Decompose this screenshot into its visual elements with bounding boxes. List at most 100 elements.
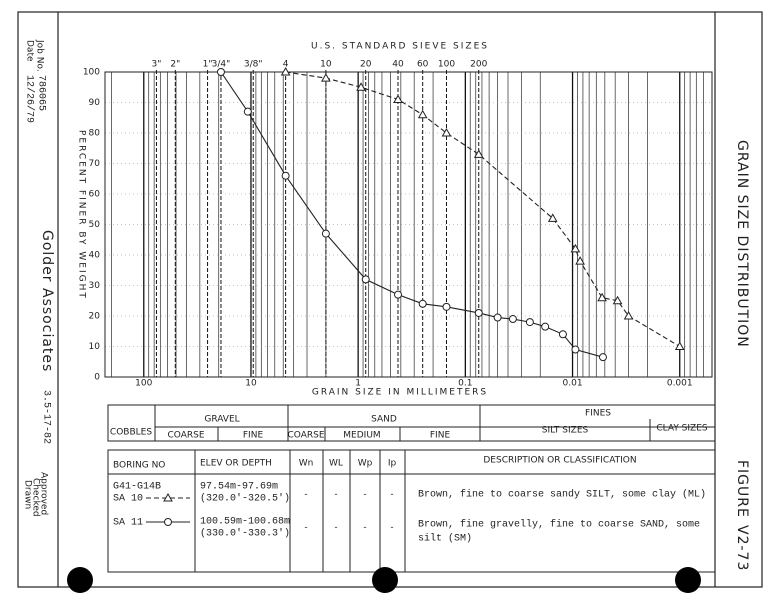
series-line — [220, 71, 604, 358]
cell: - — [363, 523, 366, 533]
marker — [598, 353, 607, 362]
x2-tick-label: 60 — [417, 60, 429, 70]
series-line — [285, 71, 681, 347]
cell: FINE — [430, 431, 451, 441]
marker — [571, 345, 580, 354]
date-label: Date — [25, 40, 35, 62]
job-no: 786065 — [35, 75, 46, 111]
legend-label: SA 10 — [113, 494, 143, 505]
marker — [280, 66, 291, 76]
x2-tick-label: 20 — [360, 60, 372, 70]
x2-tick-label: 3/8" — [244, 60, 263, 70]
cell: - — [304, 490, 307, 500]
y-tick-label: 0 — [94, 373, 100, 383]
punch-hole — [67, 567, 93, 593]
x2-tick-label: 200 — [470, 60, 487, 70]
marker — [674, 341, 685, 350]
x2-tick-label: 40 — [392, 60, 404, 70]
marker — [547, 213, 558, 222]
marker — [393, 290, 402, 299]
x-tick-label: 100 — [135, 379, 152, 389]
cell: COBBLES — [110, 428, 152, 438]
figure-no: V2-73 — [734, 525, 750, 571]
header-cell: Ip — [388, 459, 397, 469]
cell: - — [334, 490, 337, 500]
cell: COARSE — [287, 431, 324, 441]
boring-no: G41-G14B — [113, 482, 161, 493]
cell: FINES — [585, 409, 611, 419]
page-title: GRAIN SIZE DISTRIBUTION — [734, 140, 750, 348]
header-cell: Wn — [299, 459, 314, 469]
boring-table — [107, 449, 716, 573]
y-tick-label: 20 — [89, 312, 101, 322]
marker — [393, 94, 403, 103]
cell: COARSE — [167, 431, 204, 441]
x2-tick-label: 3/4" — [212, 60, 231, 70]
marker — [417, 109, 428, 119]
x2-tick-label: 1" — [203, 60, 213, 70]
marker — [525, 318, 534, 327]
header-cell: DESCRIPTION OR CLASSIFICATION — [483, 456, 636, 466]
x2-tick-label: 4 — [283, 60, 289, 70]
y-tick-label: 50 — [89, 220, 101, 230]
marker — [356, 82, 366, 91]
marker — [570, 243, 581, 253]
x2-tick-label: 100 — [438, 60, 455, 70]
marker — [321, 229, 330, 238]
cell: - — [390, 523, 393, 533]
x-tick-label: 0.001 — [667, 379, 693, 389]
marker — [474, 308, 483, 317]
elev: 97.54m-97.69m — [200, 482, 278, 493]
description: Brown, fine to coarse sandy SILT, some c… — [418, 489, 706, 501]
x2-tick-label: 10 — [320, 60, 332, 70]
marker — [541, 322, 550, 331]
x-title: GRAIN SIZE IN MILLIMETERS — [312, 388, 488, 398]
y-tick-label: 30 — [89, 281, 101, 291]
company-date: 3.5-17-82 — [40, 390, 51, 444]
marker — [418, 299, 427, 308]
approved-label: Approved — [39, 472, 49, 515]
y-tick-label: 70 — [89, 159, 101, 169]
x-tick-label: 0.01 — [563, 379, 583, 389]
legend-label: SA 11 — [113, 518, 143, 529]
y-tick-label: 80 — [89, 129, 101, 139]
x2-tick-label: 3" — [151, 60, 161, 70]
marker — [612, 295, 623, 305]
description: silt (SM) — [418, 533, 472, 545]
x-tick-label: 10 — [245, 379, 257, 389]
marker — [473, 149, 484, 158]
marker — [558, 330, 567, 339]
marker — [508, 315, 517, 324]
y-tick-label: 60 — [89, 190, 101, 200]
cell: GRAVEL — [204, 415, 239, 425]
marker — [597, 292, 607, 302]
description: Brown, fine gravelly, fine to coarse SAN… — [418, 519, 700, 531]
x-tick-label: 0.1 — [458, 379, 472, 389]
y-tick-label: 100 — [83, 68, 100, 78]
y-title: PERCENT FINER BY WEIGHT — [77, 130, 87, 300]
classification-table — [107, 404, 716, 442]
cell: MEDIUM — [343, 431, 380, 441]
plot-frame — [104, 71, 713, 378]
marker — [442, 302, 451, 311]
cell: - — [334, 523, 337, 533]
x-tick-label: 1 — [355, 379, 361, 389]
figure-label: FIGURE — [734, 460, 750, 518]
plot: 0 10 20 30 40 50 60 70 80 90 100 100 10 1 0.1 0.01 0.001… — [83, 60, 713, 389]
job-label: Job No. — [35, 39, 45, 72]
punch-hole — [675, 567, 701, 593]
checked-label: Checked — [31, 478, 41, 517]
marker — [281, 171, 290, 180]
elev: 100.59m-100.68m — [200, 517, 290, 528]
elev: (330.0'-330.3') — [200, 528, 290, 540]
elev: (320.0'-320.5') — [200, 493, 290, 505]
marker — [243, 107, 252, 116]
table-border — [107, 449, 716, 573]
x2-tick-label: 2" — [170, 60, 180, 70]
drawn-label: Drawn — [23, 480, 33, 509]
table-border — [107, 404, 716, 442]
cell: FINE — [243, 431, 264, 441]
y-tick-label: 10 — [89, 342, 101, 352]
company: Golder Associates — [39, 230, 55, 372]
